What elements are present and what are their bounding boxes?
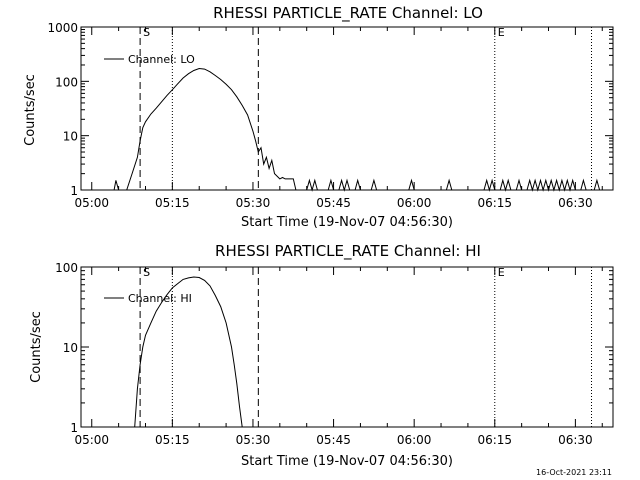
panel-hi: RHESSI PARTICLE_RATE Channel: HI Counts/… [29, 242, 614, 469]
y-tick-label: 100 [55, 261, 78, 275]
series-line [134, 276, 243, 428]
x-tick-label: 05:30 [236, 433, 271, 447]
frame-layer [80, 266, 614, 428]
frame-layer [80, 26, 614, 191]
footer-timestamp: 16-Oct-2021 23:11 [536, 468, 612, 477]
x-tick-label: 05:00 [74, 433, 109, 447]
x-tick-label: 05:15 [155, 196, 190, 210]
panel-title: RHESSI PARTICLE_RATE Channel: HI [215, 242, 481, 261]
y-tick-label: 1 [70, 421, 78, 435]
series-layer [134, 276, 243, 428]
plot-frame [80, 266, 614, 428]
series-line [113, 67, 601, 192]
y-tick-label: 1 [70, 184, 78, 198]
x-tick-label: 06:30 [558, 196, 593, 210]
x-tick-label: 06:15 [477, 196, 512, 210]
y-axis-label: Counts/sec [29, 311, 44, 383]
x-tick-label: 05:00 [74, 196, 109, 210]
marker-label: E [498, 266, 505, 279]
marker-label: S [143, 26, 150, 39]
marker-label: S [143, 266, 150, 279]
plot-frame [80, 26, 614, 191]
x-tick-label: 05:30 [236, 196, 271, 210]
x-tick-label: 06:00 [397, 433, 432, 447]
y-tick-label: 100 [55, 75, 78, 89]
y-tick-label: 1000 [47, 21, 78, 35]
x-tick-label: 05:45 [316, 433, 351, 447]
x-axis-label: Start Time (19-Nov-07 04:56:30) [241, 454, 453, 469]
y-tick-label: 10 [63, 341, 78, 355]
x-axis-label: Start Time (19-Nov-07 04:56:30) [241, 215, 453, 230]
x-tick-label: 05:45 [316, 196, 351, 210]
y-axis-label: Counts/sec [23, 74, 38, 146]
tick-layer: 05:00 05:15 05:30 05:45 06:00 06:15 06:30 1 10 10… [47, 21, 613, 210]
legend: Channel: LO [104, 53, 195, 66]
panel-lo: RHESSI PARTICLE_RATE Channel: LO Counts/… [23, 4, 614, 230]
x-tick-label: 06:30 [558, 433, 593, 447]
legend-label: Channel: HI [128, 292, 192, 305]
marker-label: E [498, 26, 505, 39]
legend-label: Channel: LO [128, 53, 195, 66]
x-tick-label: 06:00 [397, 196, 432, 210]
y-tick-label: 10 [63, 130, 78, 144]
panel-title: RHESSI PARTICLE_RATE Channel: LO [213, 4, 483, 23]
series-layer [113, 67, 601, 192]
x-tick-label: 05:15 [155, 433, 190, 447]
legend: Channel: HI [104, 292, 192, 305]
x-tick-label: 06:15 [477, 433, 512, 447]
tick-layer: 05:00 05:15 05:30 05:45 06:00 06:15 06:30 1 10 10… [55, 261, 613, 447]
